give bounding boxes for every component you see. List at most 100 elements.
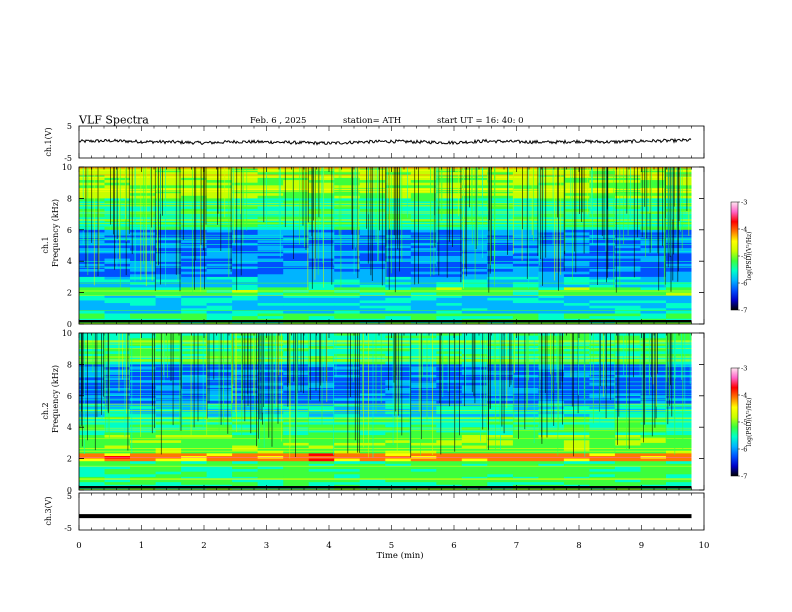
ch2-spectrogram-cell <box>436 482 463 486</box>
ch1-spectrogram-cell <box>155 269 182 273</box>
ch2-spectrogram-cell <box>563 453 590 457</box>
ch1-spectrogram-cell <box>563 287 590 291</box>
ch1-spectrogram-cell <box>334 292 361 296</box>
ch2-spectrogram-cell <box>130 382 157 386</box>
ch1-spectrogram-cell <box>666 271 693 275</box>
ch1-spectrogram-cell <box>538 308 565 312</box>
ch2-spectrogram-cell <box>257 440 284 444</box>
ch2-spectrogram-cell <box>79 471 106 475</box>
ch2-spectrogram-cell <box>155 406 182 410</box>
ch1-spectrogram-cell <box>206 261 233 265</box>
ch1-spectrogram-cell <box>385 190 412 194</box>
ch1-spectrogram-cell <box>130 227 157 231</box>
ch2-spectrogram-cell <box>614 338 641 342</box>
ch2-spectrogram-cell <box>130 401 157 405</box>
ch1-spectrogram-cell <box>512 282 539 286</box>
ch1-spectrogram-cell <box>232 284 259 288</box>
ch2-spectrogram-cell <box>257 466 284 470</box>
ch2-spectrogram-cell <box>104 395 131 399</box>
ch2-spectrogram-cell <box>385 471 412 475</box>
ch1-spectrogram-cell <box>640 193 667 197</box>
ch2-spectrogram-cell <box>512 445 539 449</box>
ch1-spectrogram-cell <box>308 255 335 259</box>
ch2-spectrogram-cell <box>206 346 233 350</box>
ch1-spectrogram-cell <box>79 321 106 325</box>
ch2-spectrogram-cell <box>308 427 335 431</box>
ch1-spectrogram-cell <box>410 253 437 257</box>
ch2-spectrogram-cell <box>589 351 616 355</box>
ch2-spectrogram-cell <box>512 333 539 337</box>
ch1-spectrogram-cell <box>563 308 590 312</box>
ch2-spectrogram-cell <box>257 482 284 486</box>
ch2-spectrogram-cell <box>461 427 488 431</box>
ch2-spectrogram-cell <box>79 340 106 344</box>
ch1-spectrogram-cell <box>563 253 590 257</box>
ch1-spectrogram-cell <box>232 169 259 173</box>
ch2-spectrogram-cell <box>104 448 131 452</box>
ch2-spectrogram-cell <box>130 448 157 452</box>
ch1-spectrogram-cell <box>512 274 539 278</box>
ch2-spectrogram-cell <box>206 461 233 465</box>
ch1-spectrogram-cell <box>487 284 514 288</box>
ch2-spectrogram-cell <box>155 435 182 439</box>
ch2-spectrogram-cell <box>640 403 667 407</box>
ch2-spectrogram-cell <box>130 348 157 352</box>
ch2-spectrogram-cell <box>385 479 412 483</box>
ch1-spectrogram-cell <box>410 180 437 184</box>
ch1-spectrogram-cell <box>359 180 386 184</box>
ch1-spectrogram-cell <box>666 297 693 301</box>
ch2-spectrogram-cell <box>283 469 310 473</box>
ch2-spectrogram-cell <box>589 424 616 428</box>
ch2-spectrogram-cell <box>155 367 182 371</box>
ch2-spectrogram-cell <box>410 482 437 486</box>
ch2-spectrogram-cell <box>104 419 131 423</box>
ch2-spectrogram-cell <box>257 479 284 483</box>
ch2-spectrogram-cell <box>538 445 565 449</box>
ch1-spectrogram-cell <box>512 263 539 267</box>
ch1-spectrogram-cell <box>257 292 284 296</box>
ch1-spectrogram-cell <box>512 271 539 275</box>
ch1-spectrogram-cell <box>104 308 131 312</box>
ch1-spectrogram-cell <box>640 245 667 249</box>
ch2-spectrogram-image <box>79 333 704 491</box>
ch2-spectrogram-cell <box>79 348 106 352</box>
ch2-spectrogram-cell <box>614 458 641 462</box>
ch1-spectrogram-cell <box>130 245 157 249</box>
ch1-spectrogram-cell <box>359 263 386 267</box>
ch1-spectrogram-cell <box>436 269 463 273</box>
ch1-spectrogram-cell <box>512 316 539 320</box>
ch1-spectrogram-cell <box>436 297 463 301</box>
ch1-spectrogram-cell <box>538 289 565 293</box>
ch1-spectrogram-cell <box>666 229 693 233</box>
ch1-spectrogram-cell <box>385 229 412 233</box>
ch2-spectrogram-cell <box>538 421 565 425</box>
ch2-spectrogram-ytick-label: 8 <box>67 360 72 369</box>
ch2-spectrogram-cell <box>79 450 106 454</box>
ch2-spectrogram-cell <box>410 424 437 428</box>
time-axis: 0 1 2 3 4 5 6 7 8 9 10 <box>76 126 709 551</box>
ch1-spectrogram-cell <box>359 282 386 286</box>
ch1-spectrogram-cell <box>589 303 616 307</box>
ch1-spectrogram-cell <box>666 227 693 231</box>
ch2-spectrogram-cell <box>589 406 616 410</box>
ch2-spectrogram-cell <box>614 406 641 410</box>
ch1-spectrogram-cell <box>257 284 284 288</box>
ch2-spectrogram-cell <box>104 372 131 376</box>
ch1-spectrogram-cell <box>538 255 565 259</box>
ch2-spectrogram-cell <box>614 419 641 423</box>
ch1-spectrogram-cell <box>130 269 157 273</box>
ch2-spectrogram-cell <box>206 424 233 428</box>
ch1-spectrogram-cell <box>104 253 131 257</box>
ch2-spectrogram-cell <box>589 364 616 368</box>
ch1-spectrogram-cell <box>563 198 590 202</box>
ch1-spectrogram-cell <box>385 182 412 186</box>
ch1-spectrogram-cell <box>181 300 208 304</box>
ch1-spectrogram-cell <box>487 297 514 301</box>
ch2-spectrogram-cell <box>563 346 590 350</box>
ch1-spectrogram-cell <box>104 316 131 320</box>
ch2-spectrogram-cell <box>283 442 310 446</box>
ch2-spectrogram-cell <box>79 364 106 368</box>
ch1-spectrogram-cell <box>436 313 463 317</box>
ch2-spectrogram-cell <box>436 440 463 444</box>
